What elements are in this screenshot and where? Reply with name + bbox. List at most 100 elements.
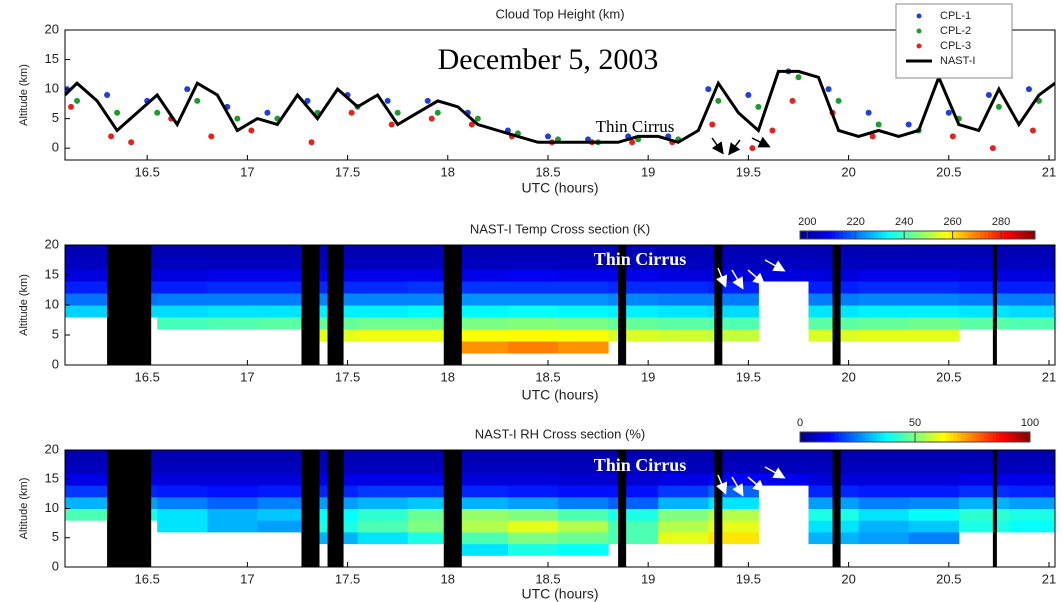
heatmap-cell	[457, 461, 509, 474]
heatmap-cell	[457, 341, 509, 354]
heatmap-cell	[507, 450, 559, 463]
heatmap-cell	[908, 520, 960, 533]
colorbar-segment	[999, 432, 1004, 442]
heatmap-cell	[858, 293, 910, 306]
plot-area	[65, 30, 1055, 160]
colorbar-segment	[925, 231, 930, 239]
x-tick-label: 17	[240, 571, 254, 586]
heatmap-cell	[507, 293, 559, 306]
colorbar-segment	[1014, 432, 1019, 442]
heatmap-cell	[908, 450, 960, 463]
colorbar-segment	[839, 231, 844, 239]
colorbar-segment	[823, 231, 828, 239]
heatmap-cell	[1008, 473, 1055, 486]
heatmap-cell	[1008, 461, 1055, 474]
heatmap-cell	[65, 245, 108, 258]
colorbar-segment	[874, 231, 879, 239]
heatmap-cell	[507, 329, 559, 342]
heatmap-cell	[858, 520, 910, 533]
point	[709, 121, 716, 128]
point	[234, 115, 241, 122]
heatmap-cell	[457, 531, 509, 545]
colorbar-segment	[1003, 231, 1009, 239]
point	[795, 74, 802, 81]
y-tick-label: 0	[52, 356, 59, 371]
heatmap-cell	[557, 450, 609, 463]
heatmap-cell	[207, 485, 258, 498]
heatmap-cell	[207, 520, 258, 533]
colorbar-frame	[799, 230, 1036, 240]
point	[544, 133, 551, 140]
heatmap-cell	[908, 329, 960, 342]
colorbar-segment	[811, 231, 817, 239]
heatmap-cell	[658, 461, 709, 474]
x-tick-label: 16.5	[135, 164, 160, 179]
heatmap-cell	[507, 305, 559, 318]
colorbar-segment	[807, 231, 813, 239]
colorbar-segment	[999, 231, 1005, 239]
heatmap-cell	[357, 485, 409, 498]
heatmap-cell	[1008, 257, 1055, 270]
colorbar-segment	[1026, 432, 1031, 442]
colorbar-segment	[800, 231, 805, 239]
colorbar-segment	[922, 432, 927, 442]
heatmap-cell	[958, 317, 1010, 330]
colorbar-segment	[870, 231, 875, 239]
heatmap-cell	[457, 520, 509, 533]
heatmap-cell	[608, 496, 659, 509]
heatmap-cell	[357, 496, 409, 509]
point	[755, 103, 762, 110]
point	[208, 133, 215, 140]
point	[104, 92, 111, 98]
heatmap-cell	[507, 543, 559, 556]
heatmap-cell	[1008, 281, 1055, 294]
heatmap-cell	[1008, 485, 1055, 498]
x-tick-label: 20	[841, 571, 855, 586]
colorbar-segment	[872, 432, 878, 442]
heatmap-cell	[157, 269, 208, 282]
colorbar-segment	[853, 432, 858, 442]
heatmap-cell	[908, 496, 960, 509]
colorbar-segment	[846, 432, 851, 442]
colorbar-segment	[899, 432, 904, 442]
heatmap-cell	[207, 245, 258, 258]
heatmap-cell	[608, 329, 659, 342]
heatmap-cell	[457, 293, 509, 306]
colorbar-segment	[937, 231, 942, 239]
colorbar-segment	[1031, 231, 1036, 239]
heatmap-cell	[357, 473, 409, 486]
heatmap-cell	[257, 257, 308, 270]
heatmap-cell	[457, 245, 509, 258]
heatmap-cell	[65, 508, 108, 521]
heatmap-cell	[858, 257, 910, 270]
heatmap-cell	[557, 543, 609, 556]
heatmap-cell	[557, 508, 609, 521]
x-tick-label: 20	[841, 369, 855, 384]
heatmap-cell	[257, 293, 308, 306]
heatmap-cell	[357, 293, 409, 306]
heatmap-cell	[557, 305, 609, 318]
heatmap-cell	[207, 305, 258, 318]
heatmap-cell	[557, 269, 609, 282]
colorbar-segment	[1010, 432, 1016, 442]
heatmap-cell	[758, 269, 810, 282]
colorbar-label: 220	[847, 216, 865, 228]
heatmap-cell	[908, 531, 960, 545]
colorbar-segment	[957, 432, 962, 442]
heatmap-cell	[257, 245, 308, 258]
data-gap	[327, 245, 344, 365]
legend-swatch	[916, 43, 922, 49]
heatmap-cell	[207, 508, 258, 521]
colorbar-segment	[830, 432, 835, 442]
colorbar-segment	[815, 231, 821, 239]
heatmap-cell	[157, 450, 208, 463]
colorbar-segment	[892, 432, 897, 442]
heatmap-cell	[658, 496, 709, 509]
heatmap-cell	[958, 520, 1010, 533]
data-gap	[301, 450, 320, 567]
heatmap-cell	[858, 269, 910, 282]
heatmap-cell	[958, 281, 1010, 294]
heatmap-cell	[958, 508, 1010, 521]
heatmap-cell	[608, 269, 659, 282]
